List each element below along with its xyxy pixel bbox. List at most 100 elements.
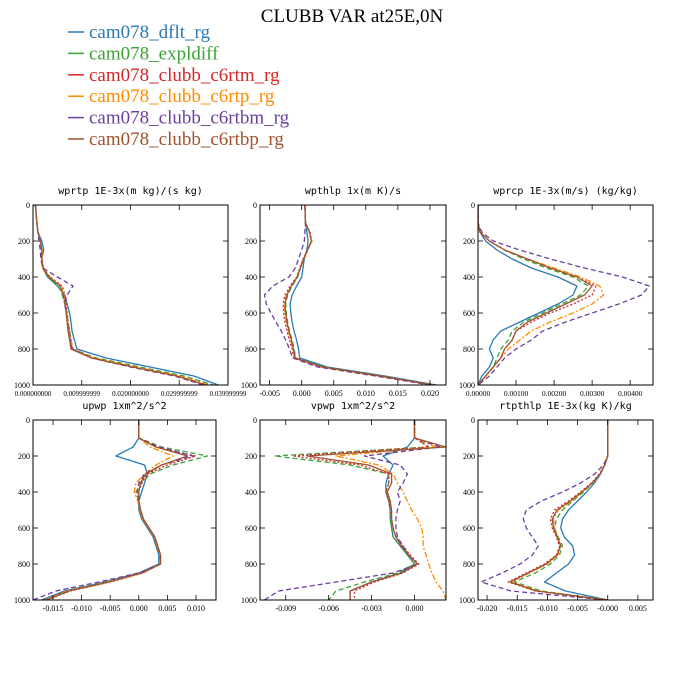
y-tick-label: 600 — [463, 524, 475, 533]
x-tick-label: 0.00400 — [618, 389, 643, 398]
series-line — [263, 420, 441, 600]
x-tick-label: 0.00300 — [580, 389, 605, 398]
series-line — [282, 205, 434, 385]
x-tick-label: 0.005 — [325, 389, 343, 398]
y-tick-label: 600 — [18, 309, 30, 318]
series-line — [509, 420, 609, 600]
series-line — [34, 205, 204, 385]
x-tick-label: 0.005 — [158, 604, 176, 613]
y-tick-label: 0 — [26, 416, 30, 425]
y-tick-label: 200 — [18, 452, 30, 461]
y-tick-label: 1000 — [14, 596, 30, 605]
series-line — [273, 420, 430, 600]
legend-entry: cam078_dflt_rg — [89, 22, 211, 43]
y-tick-label: 0 — [26, 201, 30, 210]
x-tick-label: -0.000 — [597, 604, 618, 613]
x-tick-label: 0.000 — [406, 604, 424, 613]
y-tick-label: 1000 — [459, 381, 475, 390]
x-tick-label: -0.005 — [259, 389, 280, 398]
series-line — [513, 420, 609, 600]
x-tick-label: -0.015 — [43, 604, 64, 613]
series-line — [335, 420, 446, 600]
series-line — [34, 205, 209, 385]
series-line — [306, 420, 446, 600]
y-tick-label: 400 — [463, 488, 475, 497]
y-tick-label: 0 — [471, 201, 475, 210]
x-tick-label: 0.005 — [629, 604, 647, 613]
y-tick-label: 600 — [18, 524, 30, 533]
series-line — [34, 205, 209, 385]
panel-1: wprtp 1E-3x(m kg)/(s kg) 0 200 400 600 800 100… — [14, 186, 247, 398]
series-line — [478, 205, 597, 385]
series-line — [292, 420, 430, 600]
panel-5: vpwp 1xm^2/s^2 0 200 400 600 800 1000 -0.009 -0.… — [241, 401, 447, 613]
y-tick-label: 0 — [253, 416, 257, 425]
x-tick-label: -0.009 — [275, 604, 296, 613]
x-tick-label: 0.00000 — [466, 389, 491, 398]
panel-2: wpthlp 1x(m K)/s 0 200 400 600 800 1000-0.005 0… — [241, 186, 447, 398]
panel-title: rtpthlp 1E-3x(kg K)/kg — [499, 401, 631, 412]
axes-frame — [477, 204, 654, 386]
series-line — [44, 420, 209, 600]
series-line — [34, 205, 207, 385]
legend-entry: cam078_clubb_c6rtbp_rg — [89, 129, 284, 150]
series-line — [45, 420, 189, 600]
x-tick-label: -0.015 — [507, 604, 528, 613]
x-tick-label: 0.010 — [187, 604, 205, 613]
x-tick-label: 0.000 — [130, 604, 148, 613]
y-tick-label: 1000 — [241, 596, 257, 605]
panel-title: wprcp 1E-3x(m/s) (kg/kg) — [493, 186, 638, 197]
x-tick-label: 0.010 — [357, 389, 375, 398]
panel-6: rtpthlp 1E-3x(kg K)/kg02004006008001000-… — [459, 401, 654, 613]
y-tick-label: 200 — [463, 237, 475, 246]
y-tick-label: 400 — [463, 273, 475, 282]
x-tick-label: -0.005 — [567, 604, 588, 613]
series-line — [478, 205, 650, 385]
axes-frame — [259, 204, 447, 386]
y-tick-label: 400 — [18, 273, 30, 282]
panel-title: vpwp 1xm^2/s^2 — [311, 401, 395, 412]
y-tick-label: 0 — [471, 416, 475, 425]
x-tick-label: 0.009999999 — [63, 390, 100, 398]
panel-4: upwp 1xm^2/s^2 0 200 400 600 800 1000 -0.015 -0.… — [14, 401, 217, 613]
y-tick-label: 800 — [245, 345, 257, 354]
x-tick-label: -0.006 — [318, 604, 339, 613]
y-tick-label: 800 — [18, 345, 30, 354]
x-tick-label: 0.020 — [421, 389, 439, 398]
series-line — [33, 420, 194, 600]
y-tick-label: 200 — [463, 452, 475, 461]
series-line — [34, 205, 214, 385]
y-tick-label: 200 — [18, 237, 30, 246]
panel-title: wpthlp 1x(m K)/s — [305, 186, 401, 197]
y-tick-label: 800 — [463, 345, 475, 354]
series-line — [263, 205, 431, 385]
x-tick-label: 0.00100 — [504, 389, 529, 398]
y-tick-label: 0 — [253, 201, 257, 210]
x-tick-label: 0.039999999 — [210, 390, 247, 398]
x-tick-label: 0.020000000 — [112, 390, 149, 398]
panel-title: wprtp 1E-3x(m kg)/(s kg) — [58, 186, 203, 197]
series-line — [480, 420, 609, 600]
series-line — [44, 420, 174, 600]
series-line — [478, 205, 589, 385]
x-tick-label: -0.010 — [71, 604, 92, 613]
y-tick-label: 800 — [463, 560, 475, 569]
axes-frame — [477, 419, 654, 601]
panels: wprtp 1E-3x(m kg)/(s kg) 0 200 400 600 800 100… — [14, 186, 654, 613]
y-tick-label: 200 — [245, 237, 257, 246]
y-tick-label: 600 — [245, 524, 257, 533]
legend-entry: cam078_clubb_c6rtbm_rg — [89, 108, 290, 129]
x-tick-label: -0.020 — [477, 604, 498, 613]
y-tick-label: 1000 — [459, 596, 475, 605]
legend-entry: cam078_clubb_c6rtm_rg — [89, 65, 280, 86]
x-tick-label: -0.005 — [100, 604, 121, 613]
legend: cam078_dflt_rgcam078_expldiffcam078_club… — [68, 22, 290, 150]
legend-entry: cam078_expldiff — [89, 43, 219, 64]
y-tick-label: 600 — [463, 309, 475, 318]
y-tick-label: 800 — [18, 560, 30, 569]
legend-entry: cam078_clubb_c6rtp_rg — [89, 86, 275, 107]
panel-3: wprcp 1E-3x(m/s) (kg/kg) 0 200 400 600 800 100… — [459, 186, 654, 398]
x-tick-label: -0.010 — [537, 604, 558, 613]
x-tick-label: 0.00200 — [542, 389, 567, 398]
